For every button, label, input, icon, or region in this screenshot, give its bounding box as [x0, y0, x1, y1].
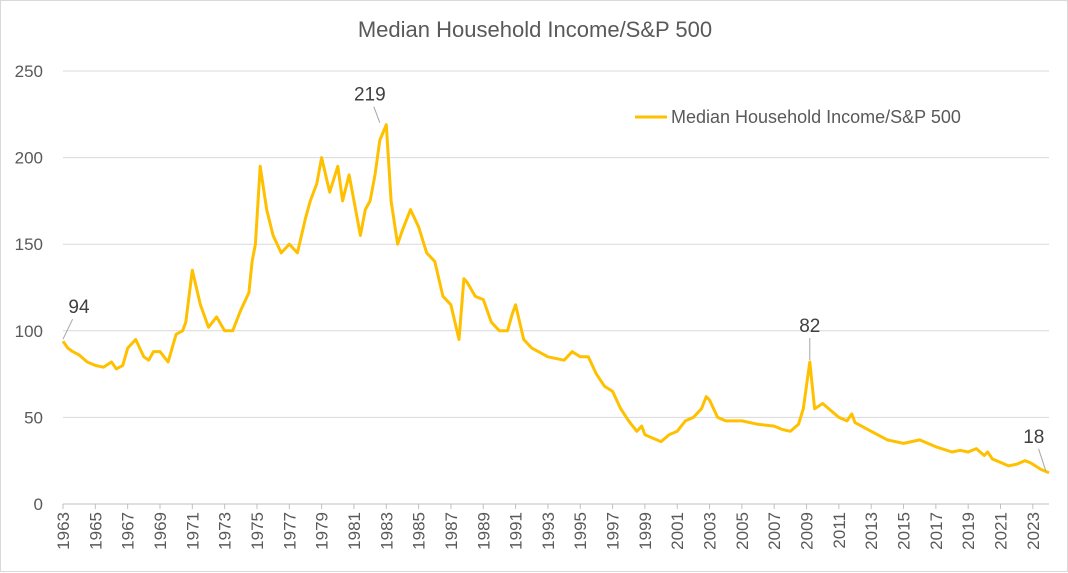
x-tick-label: 2007 — [765, 512, 784, 550]
annotation-leader — [373, 106, 381, 123]
data-label: 82 — [799, 316, 820, 337]
data-label: 18 — [1023, 427, 1044, 448]
data-label: 94 — [68, 297, 90, 318]
x-tick-label: 1993 — [539, 512, 558, 550]
x-tick-label: 1989 — [474, 512, 493, 550]
x-tick-label: 2023 — [1024, 512, 1043, 550]
x-tick-label: 1999 — [636, 512, 655, 550]
x-tick-label: 2019 — [959, 512, 978, 550]
x-tick-label: 1969 — [151, 512, 170, 550]
series-layer — [61, 123, 1050, 475]
x-tick-label: 1963 — [54, 512, 73, 550]
y-tick-label: 250 — [15, 62, 43, 81]
x-tick-label: 2009 — [798, 512, 817, 550]
y-tick-label: 0 — [34, 495, 43, 514]
y-tick-label: 200 — [15, 149, 43, 168]
x-tick-label: 2015 — [895, 512, 914, 550]
y-tick-label: 100 — [15, 322, 43, 341]
y-tick-label: 150 — [15, 235, 43, 254]
x-tick-label: 2005 — [733, 512, 752, 550]
annotation-leader — [1038, 448, 1047, 471]
chart-title: Median Household Income/S&P 500 — [357, 17, 713, 42]
series-line — [61, 123, 1050, 475]
legend: Median Household Income/S&P 500 — [635, 107, 961, 127]
axes: 0 50 100 150 200 250 1963 1965 1967 1969 1971 1973 1… — [15, 62, 1049, 550]
x-tick-label: 1991 — [507, 512, 526, 550]
annotation-leader — [62, 318, 74, 340]
x-tick-label: 1979 — [313, 512, 332, 550]
x-tick-label: 1965 — [86, 512, 105, 550]
x-tick-label: 1973 — [216, 512, 235, 550]
x-tick-label: 1985 — [410, 512, 429, 550]
x-tick-label: 1987 — [442, 512, 461, 550]
x-tick-label: 1975 — [248, 512, 267, 550]
x-tick-label: 1997 — [604, 512, 623, 550]
x-tick-label: 1977 — [280, 512, 299, 550]
x-tick-label: 1971 — [183, 512, 202, 550]
legend-label: Median Household Income/S&P 500 — [671, 107, 961, 127]
x-tick-label: 2017 — [927, 512, 946, 550]
x-tick-label: 2003 — [701, 512, 720, 550]
x-tick-label: 1967 — [119, 512, 138, 550]
x-tick-label: 2013 — [862, 512, 881, 550]
x-tick-label: 2021 — [992, 512, 1011, 550]
x-tick-label: 2011 — [830, 512, 849, 549]
x-tick-label: 1981 — [345, 512, 364, 550]
annotations: 94 219 82 18 — [62, 85, 1047, 471]
x-tick-label: 1995 — [571, 512, 590, 550]
y-tick-label: 50 — [24, 408, 43, 427]
x-tick-label: 2001 — [668, 512, 687, 550]
x-tick-label: 1983 — [377, 512, 396, 550]
data-label: 219 — [354, 85, 386, 106]
